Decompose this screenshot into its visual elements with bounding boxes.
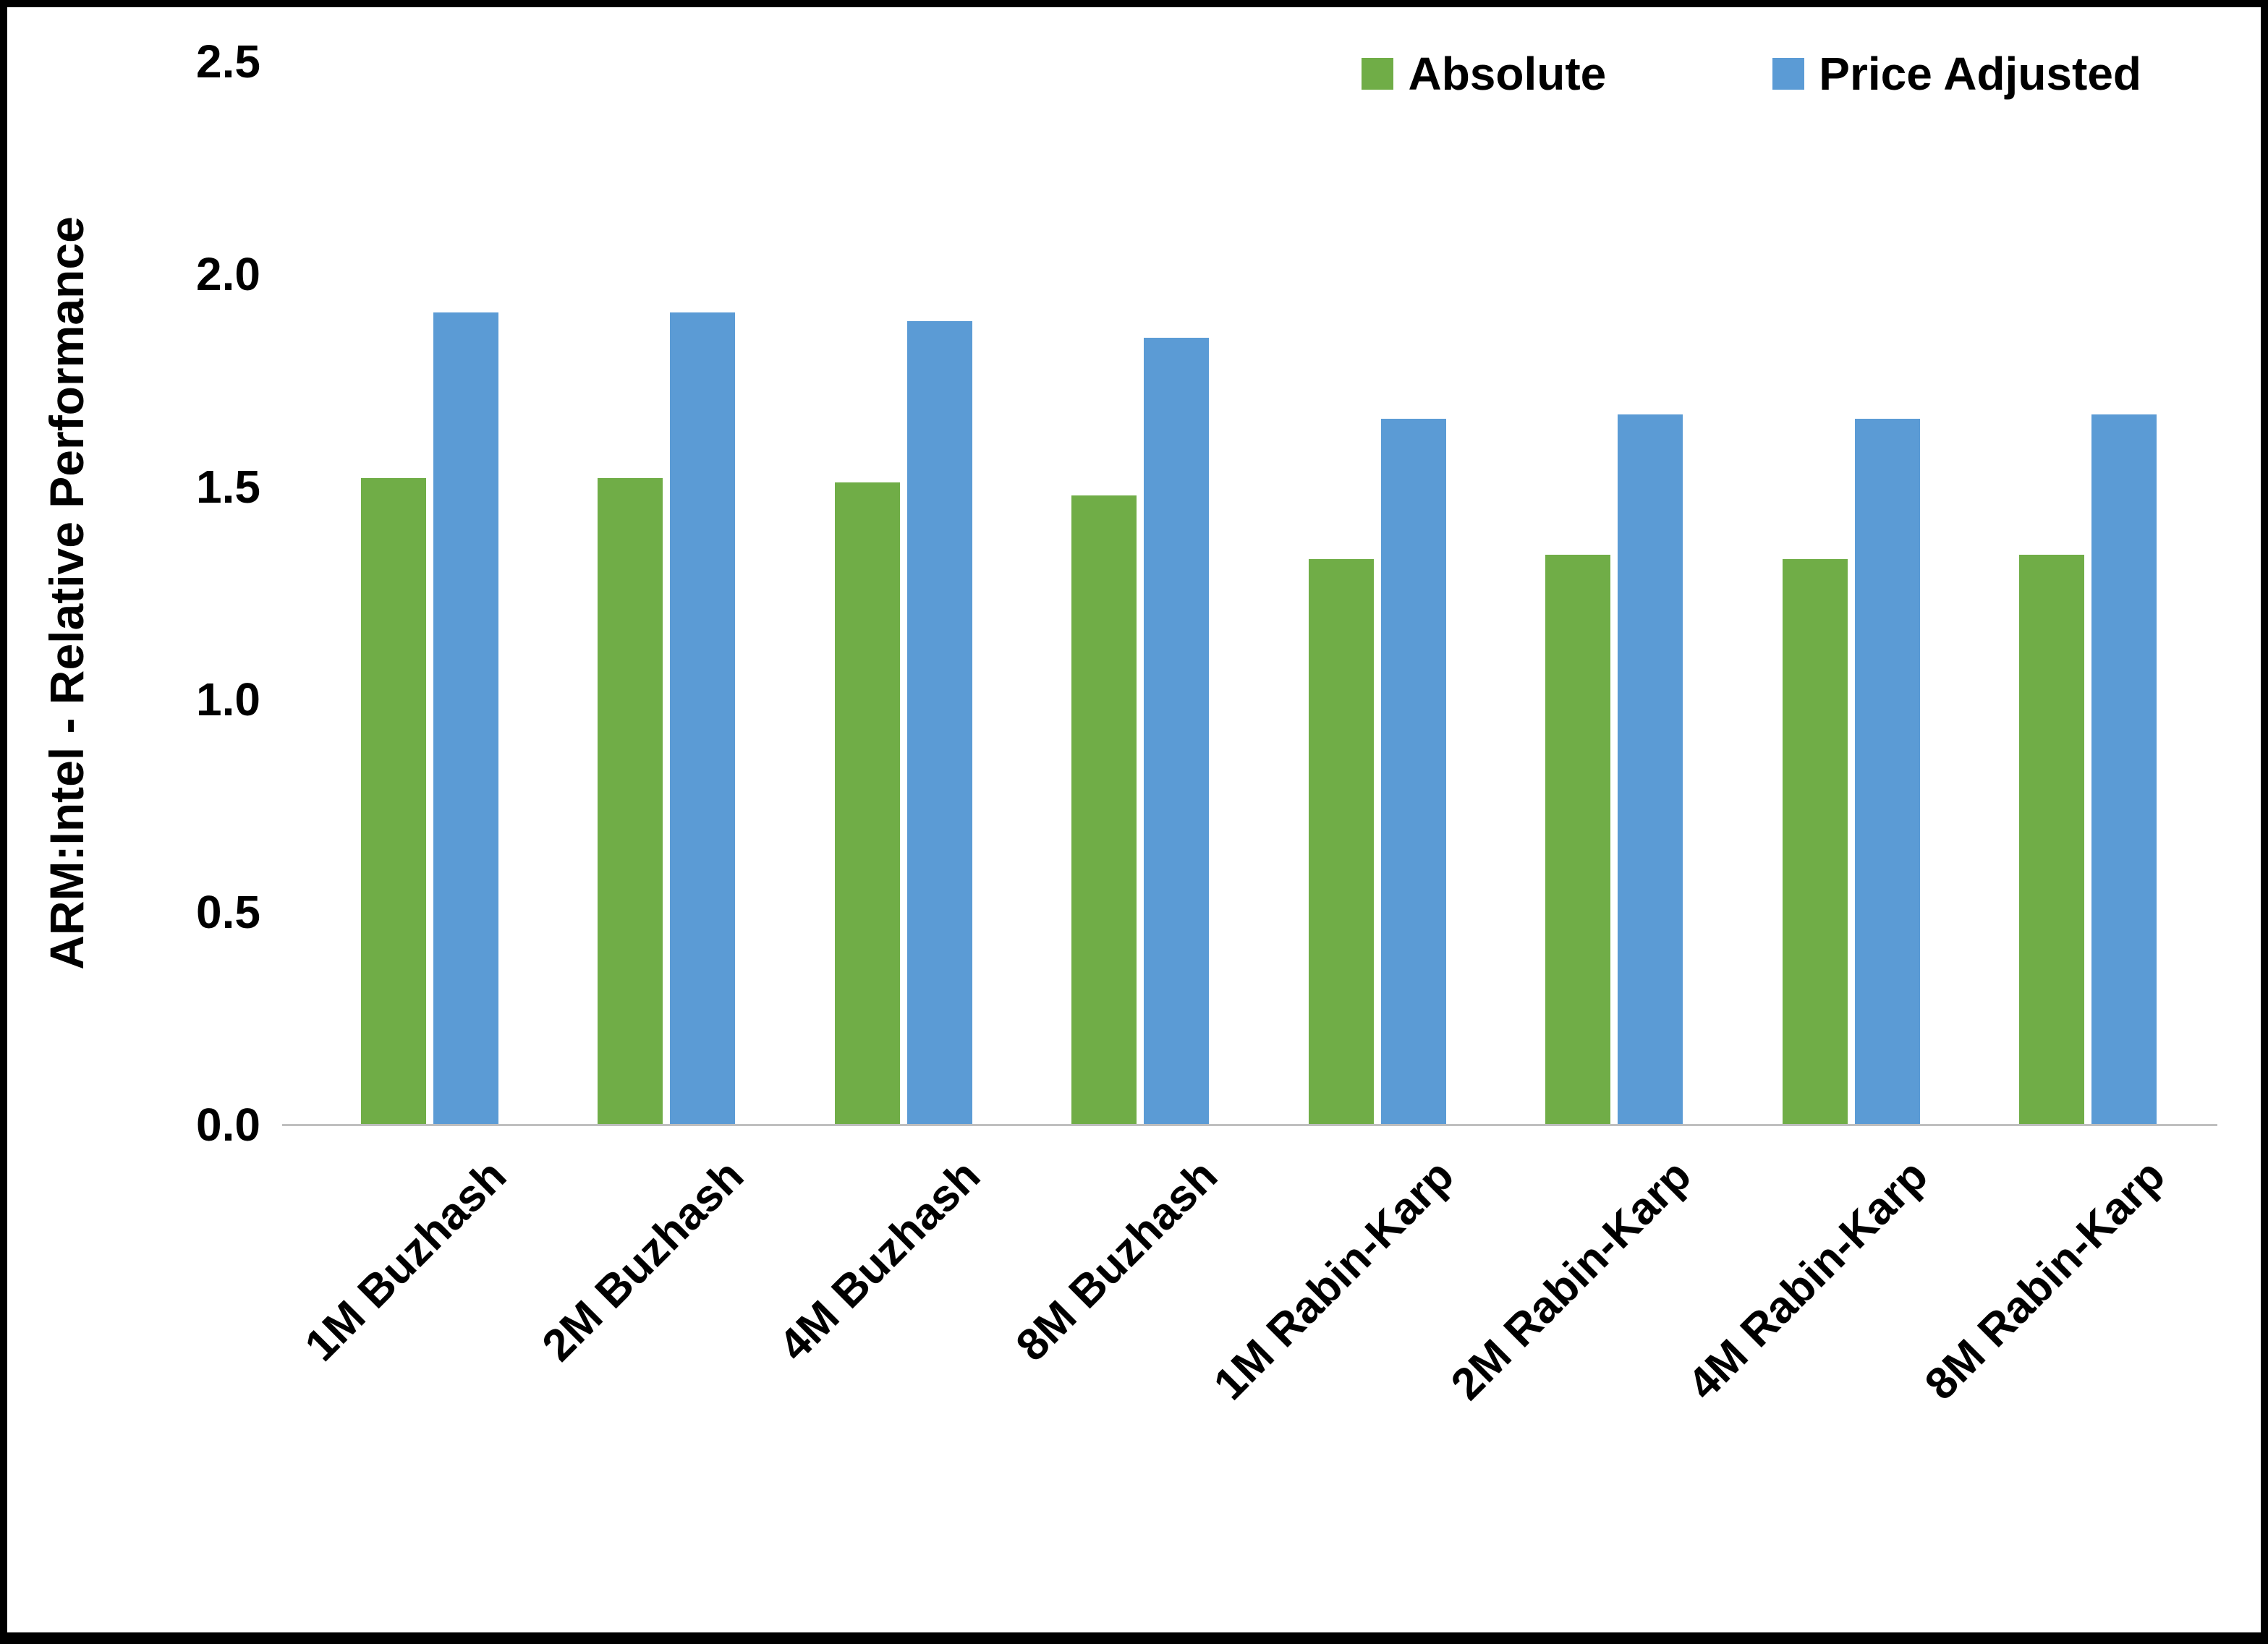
bar-price-adjusted [2091,414,2157,1125]
bar-group [1545,61,1683,1125]
x-label-cell: 4M Buzhash [770,1130,1022,1578]
bar-absolute [1308,558,1374,1125]
x-label-cell: 1M Buzhash [296,1130,548,1578]
x-tick-label: 2M Buzhash [532,1150,753,1371]
bar-absolute [2019,555,2085,1125]
bar-absolute [360,478,426,1125]
bar-price-adjusted [1380,418,1446,1125]
bar-absolute [834,482,900,1125]
bar-group [1071,61,1210,1125]
plot-area [282,61,2217,1126]
y-tick-label: 0.0 [196,1099,260,1151]
bar-groups [311,61,2207,1125]
bar-group [598,61,736,1125]
x-tick-label: 4M Buzhash [769,1150,990,1371]
legend-swatch-price-adjusted [1772,58,1805,90]
legend-label-price-adjusted: Price Adjusted [1819,48,2141,100]
x-tick-label: 1M Buzhash [295,1150,517,1371]
bar-price-adjusted [1618,414,1683,1125]
bar-group [1308,61,1446,1125]
legend: Absolute Price Adjusted [1362,47,2141,101]
x-label-cell: 8M Rabin-Karp [1916,1130,2207,1578]
bar-group [2019,61,2157,1125]
y-tick-label: 2.5 [196,35,260,88]
bar-price-adjusted [433,312,498,1125]
bar-absolute [598,478,663,1125]
bar-absolute [1071,495,1137,1125]
legend-swatch-absolute [1362,58,1394,90]
y-tick-label: 2.0 [196,248,260,300]
x-tick-label: 8M Buzhash [1006,1150,1227,1371]
y-tick-label: 1.0 [196,673,260,725]
bar-group [834,61,972,1125]
bar-price-adjusted [906,320,972,1125]
y-tick-label: 1.5 [196,461,260,513]
bar-price-adjusted [670,312,736,1125]
legend-label-absolute: Absolute [1408,48,1607,100]
x-axis-labels: 1M Buzhash 2M Buzhash 4M Buzhash 8M Buzhash… [296,1130,2207,1578]
bar-absolute [1782,558,1848,1125]
x-axis-line [282,1124,2217,1126]
y-axis-title: ARM:Intel - Relative Performance [40,216,93,970]
y-axis-ticks: 0.0 0.5 1.0 1.5 2.0 2.5 [116,38,260,1148]
bar-group [360,61,498,1125]
bar-price-adjusted [1144,338,1210,1125]
x-label-cell: 2M Buzhash [532,1130,786,1578]
bar-absolute [1545,555,1611,1125]
legend-item-price-adjusted: Price Adjusted [1772,47,2141,101]
bar-group [1782,61,1920,1125]
y-tick-label: 0.5 [196,886,260,938]
bar-price-adjusted [1854,418,1920,1125]
legend-item-absolute: Absolute [1362,47,1606,101]
